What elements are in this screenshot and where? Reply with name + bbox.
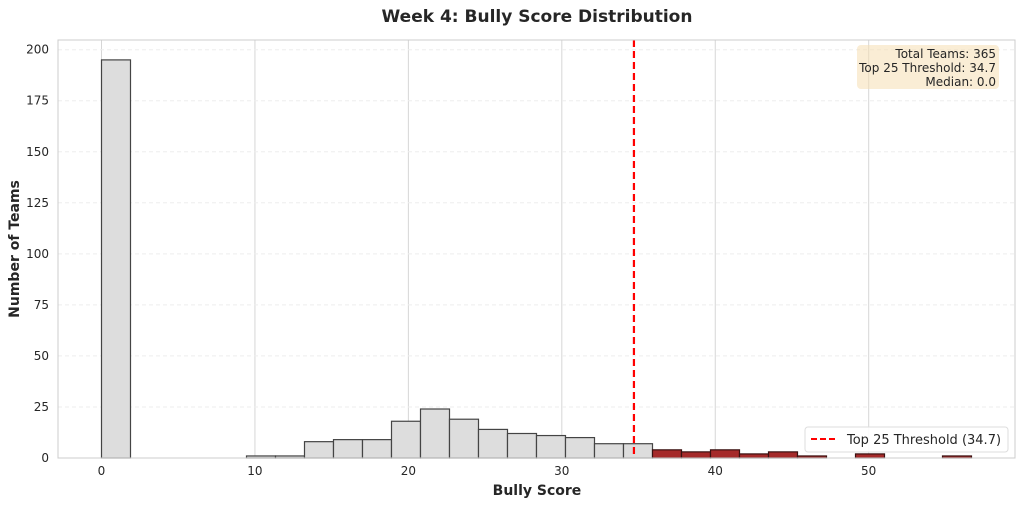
histogram-bar — [332, 439, 364, 459]
y-tick-label: 75 — [34, 298, 49, 312]
stats-line-2: Top 25 Threshold: 34.7 — [858, 61, 996, 75]
stats-box: Total Teams: 365 Top 25 Threshold: 34.7 … — [857, 45, 999, 89]
histogram-bar — [506, 432, 538, 459]
y-tick-label: 50 — [34, 349, 49, 363]
grid — [58, 40, 1015, 459]
x-tick-label: 50 — [861, 464, 876, 478]
histogram-bar — [854, 453, 886, 459]
y-tick-label: 200 — [26, 43, 49, 57]
y-tick-label: 125 — [26, 196, 49, 210]
x-tick-label: 30 — [554, 464, 569, 478]
x-tick-label: 0 — [98, 464, 106, 478]
histogram-bar — [303, 441, 335, 459]
x-axis-label: Bully Score — [493, 483, 582, 499]
plot-frame — [57, 39, 1016, 459]
histogram-bar — [651, 449, 683, 459]
histogram-bar — [448, 418, 480, 459]
histogram-bar — [564, 436, 596, 459]
histogram-bar — [738, 453, 770, 459]
histogram-bar — [419, 408, 451, 459]
ticks: 0 10 20 30 40 50 0 25 50 75 100 125 150 175 200 — [26, 43, 876, 478]
y-tick-label: 175 — [26, 94, 49, 108]
legend-label: Top 25 Threshold (34.7) — [846, 433, 1001, 448]
stats-line-1: Total Teams: 365 — [894, 47, 996, 61]
histogram-bar — [535, 434, 567, 459]
histogram-bar — [680, 451, 712, 459]
y-tick-label: 25 — [34, 400, 49, 414]
histogram-bar — [767, 451, 799, 459]
histogram-bar — [477, 428, 509, 459]
x-tick-label: 40 — [708, 464, 723, 478]
stats-line-3: Median: 0.0 — [925, 75, 996, 89]
histogram-bar — [390, 420, 422, 459]
y-tick-label: 0 — [41, 451, 49, 465]
bars — [100, 59, 973, 459]
histogram-bar — [100, 59, 132, 459]
histogram-bar — [361, 439, 393, 459]
chart-title: Week 4: Bully Score Distribution — [382, 7, 693, 27]
y-axis-label: Number of Teams — [7, 180, 23, 318]
legend: Top 25 Threshold (34.7) — [804, 426, 1009, 453]
histogram-bar — [622, 443, 654, 459]
histogram-bar — [709, 449, 741, 459]
x-tick-label: 20 — [401, 464, 416, 478]
y-tick-label: 150 — [26, 145, 49, 159]
y-tick-label: 100 — [26, 247, 49, 261]
x-tick-label: 10 — [247, 464, 262, 478]
histogram-bar — [593, 443, 625, 459]
